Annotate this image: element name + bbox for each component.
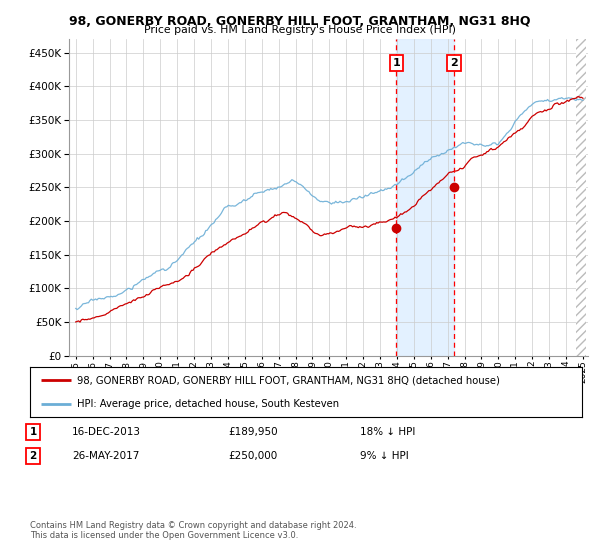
Text: 16-DEC-2013: 16-DEC-2013: [72, 427, 141, 437]
Text: Price paid vs. HM Land Registry's House Price Index (HPI): Price paid vs. HM Land Registry's House …: [144, 25, 456, 35]
Text: 1: 1: [392, 58, 400, 68]
Text: 9% ↓ HPI: 9% ↓ HPI: [360, 451, 409, 461]
Text: £189,950: £189,950: [228, 427, 278, 437]
Text: £250,000: £250,000: [228, 451, 277, 461]
Bar: [576, 39, 586, 356]
Bar: [396, 39, 454, 356]
Bar: [576, 39, 586, 356]
Text: 26-MAY-2017: 26-MAY-2017: [72, 451, 139, 461]
Text: 1: 1: [29, 427, 37, 437]
Text: 98, GONERBY ROAD, GONERBY HILL FOOT, GRANTHAM, NG31 8HQ: 98, GONERBY ROAD, GONERBY HILL FOOT, GRA…: [69, 15, 531, 27]
Text: HPI: Average price, detached house, South Kesteven: HPI: Average price, detached house, Sout…: [77, 399, 339, 409]
Text: 2: 2: [29, 451, 37, 461]
Text: 2: 2: [450, 58, 458, 68]
Text: Contains HM Land Registry data © Crown copyright and database right 2024.
This d: Contains HM Land Registry data © Crown c…: [30, 521, 356, 540]
Text: 98, GONERBY ROAD, GONERBY HILL FOOT, GRANTHAM, NG31 8HQ (detached house): 98, GONERBY ROAD, GONERBY HILL FOOT, GRA…: [77, 375, 500, 385]
Text: 18% ↓ HPI: 18% ↓ HPI: [360, 427, 415, 437]
